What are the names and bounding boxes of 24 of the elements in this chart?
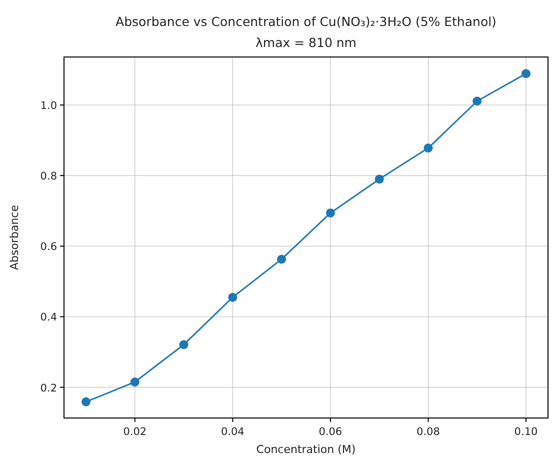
point: [228, 292, 238, 302]
x-axis-title: Concentration (M): [256, 443, 356, 456]
y-tick-label: 0.4: [40, 312, 58, 324]
point: [277, 254, 286, 264]
y-tick-label: 1.0: [40, 100, 57, 112]
x-tick-label: 0.04: [220, 426, 245, 438]
x-tick-label: 0.08: [416, 426, 440, 438]
x-tick-label: 0.10: [514, 426, 538, 438]
point: [424, 144, 433, 153]
point: [522, 69, 530, 78]
point: [130, 378, 140, 387]
point: [326, 208, 335, 218]
chart-title: Absorbance vs Concentration of Cu(NO₃)₂·3H₂O (5% Ethanol): [116, 14, 496, 29]
x-tick-label: 0.06: [318, 426, 342, 438]
y-tick-label: 0.6: [40, 241, 58, 254]
y-tick-label: 0.8: [40, 170, 57, 183]
chart-subtitle: λmax = 810 nm: [256, 35, 356, 50]
x-tick-label: 0.02: [123, 426, 147, 438]
y-tick-label: 0.2: [40, 382, 57, 394]
point: [472, 96, 482, 106]
point: [82, 397, 90, 406]
y-axis-title: Absorbance: [8, 204, 21, 270]
point: [374, 174, 384, 184]
point: [179, 340, 188, 350]
